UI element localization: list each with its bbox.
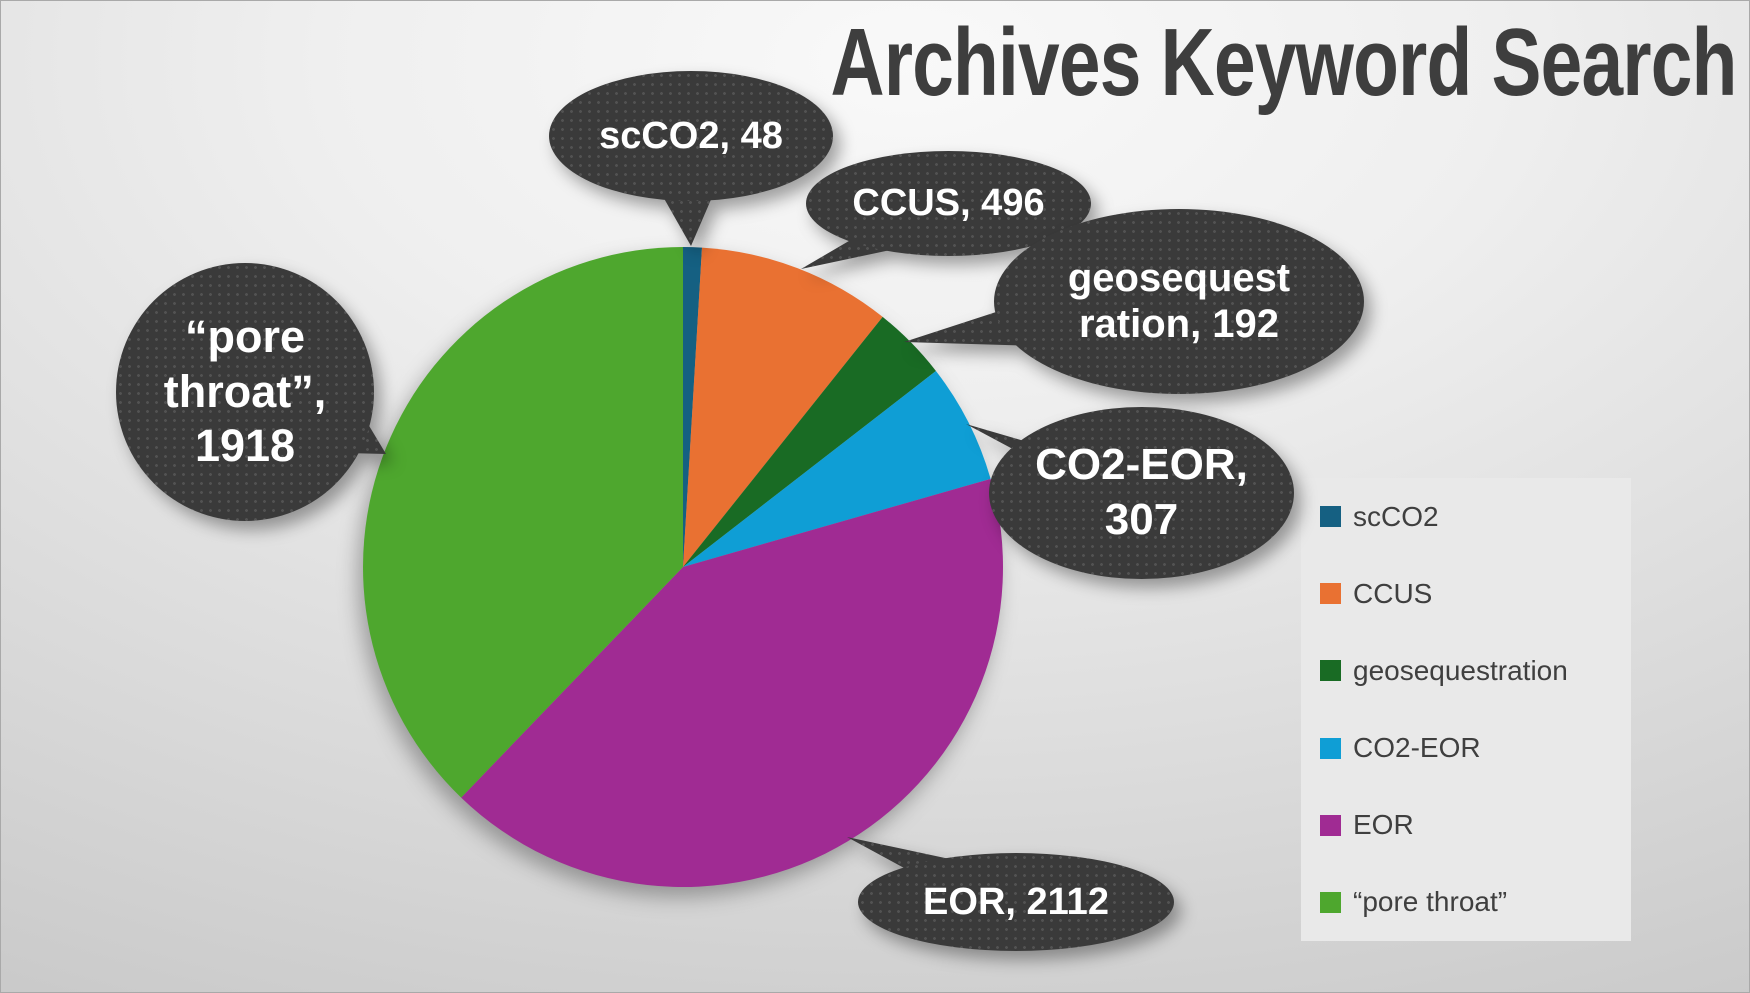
- callout-text: scCO2, 48: [599, 114, 783, 157]
- callout-geosequestration: geosequest ration, 192: [904, 209, 1364, 394]
- callout-bubble: geosequest ration, 192: [994, 209, 1364, 394]
- legend-item-co2-eor: CO2-EOR: [1301, 710, 1631, 787]
- callout-bubble: CCUS, 496: [806, 151, 1091, 256]
- callout-text: EOR, 2112: [923, 880, 1109, 923]
- callout-text: throat”,: [163, 365, 327, 417]
- callout-text: 1918: [194, 420, 296, 472]
- callout-ccus: CCUS, 496: [801, 151, 1091, 269]
- legend-swatch-scco2: [1320, 506, 1341, 528]
- pie-slice-scCO2: [683, 247, 703, 567]
- legend-label: geosequestration: [1353, 654, 1568, 686]
- page-title: Archives Keyword Search: [575, 9, 1738, 116]
- page-title-text: Archives Keyword Search: [831, 9, 1738, 116]
- pie-chart: [363, 247, 1004, 887]
- pie-slice-CO2-EOR: [683, 371, 991, 567]
- callout-text: 307: [1104, 495, 1179, 544]
- callout-bubble: scCO2, 48: [549, 71, 833, 201]
- legend-swatch-geosequestration: [1320, 660, 1341, 682]
- legend-swatch-eor: [1320, 814, 1341, 836]
- callout-scco2: scCO2, 48: [549, 71, 833, 246]
- pie-slice-CCUS: [683, 247, 883, 567]
- legend-item-pore-throat: “pore throat”: [1301, 864, 1631, 941]
- pie-slice-“pore throat”: [363, 247, 683, 798]
- callout-bubble: “pore throat”, 1918: [116, 263, 374, 521]
- legend-item-scco2: scCO2: [1301, 478, 1631, 555]
- callout-text: ration, 192: [1078, 301, 1280, 346]
- legend-swatch-co2-eor: [1320, 737, 1341, 759]
- legend: scCO2 CCUS geosequestration CO2-EOR EOR …: [1301, 478, 1631, 941]
- callout-text: CO2-EOR,: [1035, 440, 1248, 490]
- callout-co2-eor: CO2-EOR, 307: [966, 407, 1294, 579]
- callout-text: geosequest: [1067, 255, 1291, 300]
- pie-slice-EOR: [461, 478, 1004, 887]
- legend-swatch-ccus: [1320, 583, 1341, 605]
- legend-swatch-pore-throat: [1320, 891, 1341, 913]
- legend-label: CCUS: [1353, 577, 1433, 609]
- pie-slice-geosequestration: [683, 316, 936, 567]
- legend-item-geosequestration: geosequestration: [1301, 632, 1631, 709]
- callout-bubble: EOR, 2112: [858, 853, 1174, 951]
- callout-pore-throat: “pore throat”, 1918: [116, 263, 386, 521]
- callout-text: “pore: [184, 310, 305, 362]
- legend-item-ccus: CCUS: [1301, 555, 1631, 632]
- callout-text: CCUS, 496: [852, 182, 1045, 224]
- callout-bubble: CO2-EOR, 307: [989, 407, 1294, 579]
- callout-eor: EOR, 2112: [847, 837, 1174, 951]
- legend-label: CO2-EOR: [1353, 732, 1481, 764]
- legend-label: scCO2: [1353, 500, 1439, 532]
- legend-label: EOR: [1353, 809, 1414, 841]
- legend-label: “pore throat”: [1353, 886, 1508, 918]
- legend-item-eor: EOR: [1301, 787, 1631, 864]
